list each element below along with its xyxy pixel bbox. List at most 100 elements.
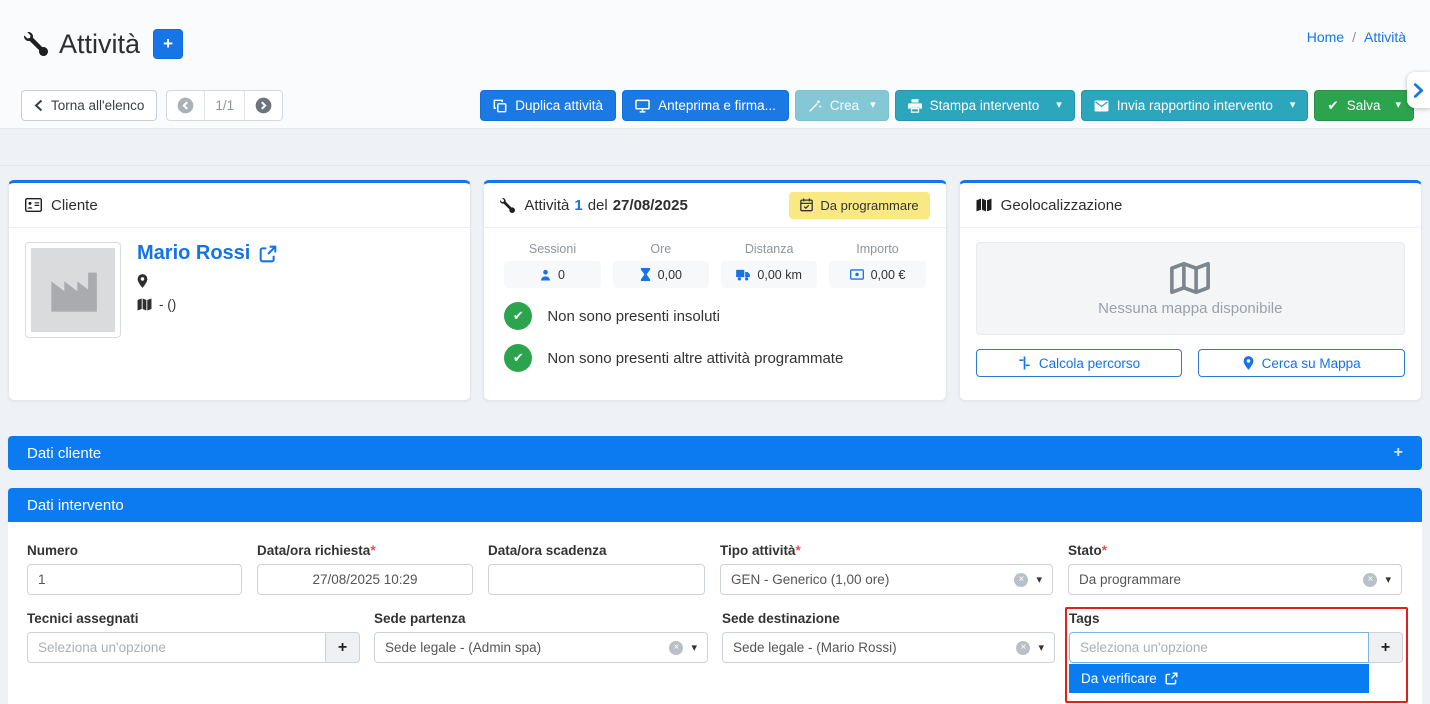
section-dati-intervento[interactable]: Dati intervento [8, 488, 1422, 522]
map-empty-text: Nessuna mappa disponibile [1098, 299, 1283, 317]
geo-buttons: Calcola percorso Cerca su Mappa [975, 349, 1405, 377]
truck-icon [736, 269, 751, 280]
circle-arrow-left-icon [178, 97, 194, 114]
required-asterisk: * [370, 543, 376, 558]
field-tipo-attivita: Tipo attività* GEN - Generico (1,00 ore)… [720, 543, 1053, 595]
factory-icon [51, 272, 97, 312]
cliente-card-body: Mario Rossi - () [9, 228, 470, 400]
form-row-1: Numero Data/ora richiesta* Data/ora scad… [27, 543, 1403, 595]
check-insoluti: ✔ Non sono presenti insoluti [500, 302, 929, 330]
caret-down-icon: ▾ [1036, 574, 1042, 586]
create-button[interactable]: Crea ▾ [794, 90, 889, 121]
money-icon [849, 269, 864, 280]
field-stato: Stato* Da programmare × ▾ [1068, 543, 1402, 595]
tecnici-input[interactable] [27, 632, 326, 663]
hourglass-icon [640, 268, 650, 281]
map-outline-icon [1170, 261, 1211, 294]
client-info: Mario Rossi - () [137, 242, 277, 386]
field-data-richiesta: Data/ora richiesta* [257, 543, 473, 595]
client-address-line [137, 274, 277, 288]
sede-partenza-select[interactable]: Sede legale - (Admin spa) × ▾ [374, 632, 708, 663]
prev-record-button[interactable] [167, 91, 204, 120]
check-circle-icon: ✔ [504, 344, 533, 372]
field-sede-destinazione: Sede destinazione Sede legale - (Mario R… [722, 611, 1055, 693]
check-altre-attivita: ✔ Non sono presenti altre attività progr… [500, 344, 929, 372]
breadcrumb-home[interactable]: Home [1306, 29, 1345, 45]
stat-ore: Ore 0,00 [612, 242, 709, 288]
expand-icon[interactable]: + [1393, 444, 1403, 461]
map-icon [976, 198, 992, 212]
field-data-scadenza: Data/ora scadenza [488, 543, 705, 595]
clear-icon[interactable]: × [1014, 572, 1029, 587]
send-report-button[interactable]: Invia rapportino intervento ▾ [1080, 90, 1309, 121]
tags-dropdown-option[interactable]: Da verificare [1069, 664, 1369, 693]
pagination: 1/1 [166, 90, 284, 121]
preview-sign-button[interactable]: Anteprima e firma... [622, 90, 789, 121]
external-link-icon [260, 245, 277, 262]
page-indicator: 1/1 [204, 91, 244, 120]
cliente-card-title: Cliente [51, 196, 98, 214]
attivita-date: 27/08/2025 [612, 196, 688, 214]
envelope-icon [1094, 99, 1109, 112]
summary-cards: Cliente Mario Rossi [0, 180, 1430, 401]
field-tecnici: Tecnici assegnati + [27, 611, 360, 693]
caret-down-icon: ▾ [1395, 99, 1401, 111]
breadcrumb-current[interactable]: Attività [1363, 29, 1406, 45]
side-panel-toggle[interactable] [1407, 72, 1430, 108]
save-button[interactable]: ✔ Salva ▾ [1314, 90, 1414, 121]
map-pin-icon [137, 274, 148, 288]
field-numero: Numero [27, 543, 242, 595]
next-record-button[interactable] [244, 91, 282, 120]
geo-card-header: Geolocalizzazione [959, 183, 1421, 228]
required-asterisk: * [1101, 543, 1108, 558]
printer-icon [907, 98, 922, 113]
print-intervention-button[interactable]: Stampa intervento ▾ [894, 90, 1075, 121]
clear-icon[interactable]: × [1016, 640, 1031, 655]
chevron-left-icon [34, 99, 43, 112]
attivita-card-body: Sessioni 0 Ore 0,00 Di [484, 228, 945, 400]
back-to-list-button[interactable]: Torna all'elenco [21, 90, 158, 121]
page-title: Attività [59, 28, 141, 59]
id-card-icon [25, 198, 42, 212]
calc-route-button[interactable]: Calcola percorso [975, 349, 1183, 377]
data-richiesta-input[interactable] [257, 564, 473, 595]
data-scadenza-input[interactable] [488, 564, 705, 595]
required-asterisk: * [795, 543, 801, 558]
attivita-card-header: Attività 1 del 27/08/2025 Da programmare [484, 183, 946, 228]
client-name-link[interactable]: Mario Rossi [137, 242, 277, 265]
copy-icon [493, 99, 507, 112]
map-pin-icon [1243, 356, 1253, 370]
client-image-placeholder [25, 242, 121, 338]
tags-input[interactable] [1069, 632, 1369, 663]
clear-icon[interactable]: × [669, 640, 684, 655]
monitor-icon [635, 99, 650, 113]
duplicate-activity-button[interactable]: Duplica attività [480, 90, 617, 121]
add-tecnico-button[interactable]: + [326, 632, 360, 663]
tipo-attivita-select[interactable]: GEN - Generico (1,00 ore) × ▾ [720, 564, 1053, 595]
search-on-map-button[interactable]: Cerca su Mappa [1198, 349, 1405, 377]
stat-importo: Importo 0,00 € [829, 242, 926, 288]
caret-down-icon: ▾ [1289, 99, 1296, 111]
numero-input[interactable] [27, 564, 242, 595]
check-circle-icon: ✔ [504, 302, 533, 330]
check-icon: ✔ [1327, 97, 1339, 113]
stato-select[interactable]: Da programmare × ▾ [1068, 564, 1402, 595]
caret-down-icon: ▾ [1056, 99, 1062, 111]
title-row: Attività + Home / Attività [0, 18, 1430, 70]
toolbar: Torna all'elenco 1/1 Duplica attività [0, 70, 1430, 121]
add-activity-button[interactable]: + [153, 29, 184, 59]
attivita-number: 1 [574, 196, 583, 214]
add-tag-button[interactable]: + [1369, 632, 1403, 663]
caret-down-icon: ▾ [691, 642, 697, 654]
chevron-right-icon [1413, 82, 1424, 98]
map-placeholder: Nessuna mappa disponibile [975, 242, 1405, 335]
external-link-icon [1165, 672, 1178, 685]
caret-down-icon: ▾ [1038, 642, 1044, 654]
geo-card: Geolocalizzazione Nessuna mappa disponib… [958, 180, 1422, 401]
sede-destinazione-select[interactable]: Sede legale - (Mario Rossi) × ▾ [722, 632, 1055, 663]
breadcrumb: Home / Attività [1307, 29, 1406, 45]
clear-icon[interactable]: × [1363, 572, 1378, 587]
client-map-line: - () [137, 297, 277, 312]
stat-sessioni: Sessioni 0 [504, 242, 601, 288]
section-dati-cliente[interactable]: Dati cliente + [8, 436, 1422, 470]
